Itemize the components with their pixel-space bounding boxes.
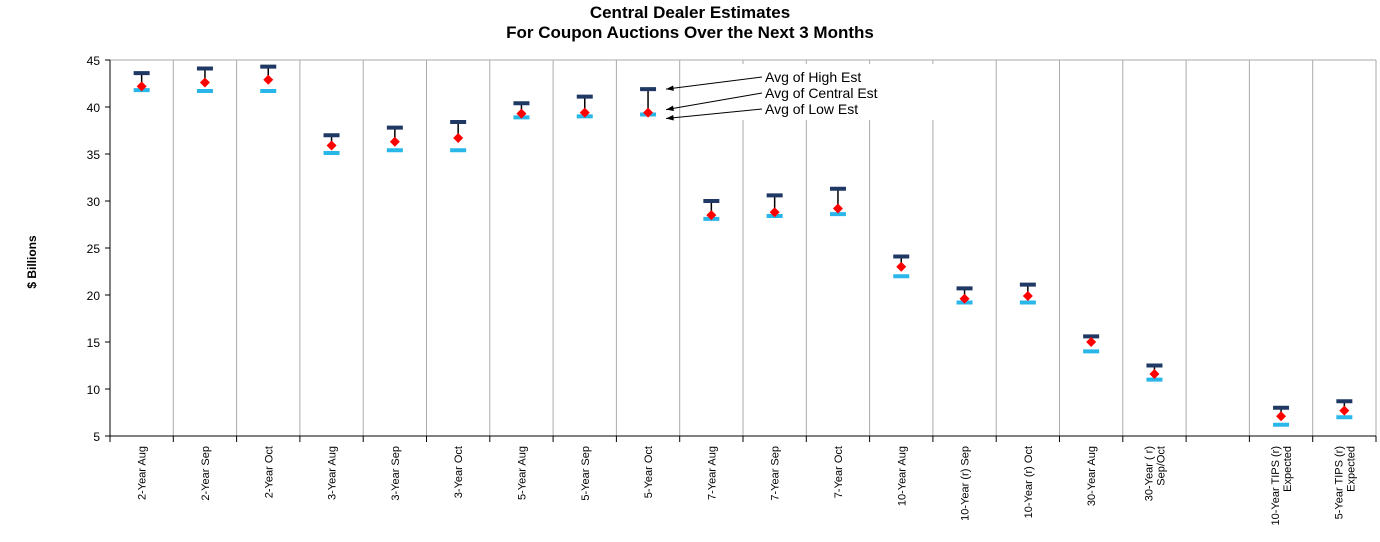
x-tick-label: 2-Year Aug <box>137 446 149 500</box>
y-tick-label: 45 <box>87 54 101 68</box>
chart-subtitle: For Coupon Auctions Over the Next 3 Mont… <box>506 23 874 42</box>
y-tick-label: 25 <box>87 242 101 256</box>
x-tick-label: 2-Year Sep <box>200 446 212 501</box>
x-tick-label: 7-Year Oct <box>833 446 845 498</box>
x-tick-label: 10-Year (r) Oct <box>1023 446 1035 518</box>
x-tick-label: 10-Year (r) Sep <box>960 446 972 521</box>
central-est-mark <box>1276 411 1287 422</box>
x-tick-label: 30-Year Aug <box>1086 446 1098 506</box>
annotation-arrow <box>665 76 763 90</box>
x-tick-label: 7-Year Aug <box>706 446 718 500</box>
x-tick-label: 10-Year Aug <box>896 446 908 506</box>
central-est-mark <box>1339 405 1350 416</box>
chart-title: Central Dealer Estimates <box>590 3 790 22</box>
central-est-mark <box>769 207 780 218</box>
y-axis-label: $ Billions <box>25 235 39 289</box>
central-est-mark <box>516 108 527 119</box>
x-tick-label: 5-Year TIPS (r)Expected <box>1333 446 1357 519</box>
annotation: Avg of High Est <box>765 69 861 85</box>
x-tick-label: 10-Year TIPS (r)Expected <box>1270 446 1294 525</box>
x-tick-label: 5-Year Aug <box>516 446 528 500</box>
annotation: Avg of Low Est <box>765 101 858 117</box>
y-tick-label: 10 <box>87 383 101 397</box>
central-est-mark <box>263 74 274 85</box>
central-est-mark <box>896 261 907 272</box>
annotation-box <box>690 64 970 120</box>
y-tick-label: 20 <box>87 289 101 303</box>
x-tick-label: 30-Year ( r)Sep/Oct <box>1143 446 1167 501</box>
x-tick-label: 3-Year Oct <box>453 446 465 498</box>
arrow-head <box>666 115 674 121</box>
central-est-mark <box>453 133 464 144</box>
central-est-mark <box>136 81 147 92</box>
central-est-mark <box>1022 290 1033 301</box>
annotation: Avg of Central Est <box>765 85 878 101</box>
central-est-mark <box>643 107 654 118</box>
arrow-head <box>666 85 674 91</box>
x-tick-label: 5-Year Sep <box>580 446 592 501</box>
central-est-mark <box>1149 368 1160 379</box>
y-tick-label: 5 <box>93 430 100 444</box>
central-est-mark <box>832 203 843 214</box>
central-est-mark <box>959 293 970 304</box>
y-tick-label: 30 <box>87 195 101 209</box>
x-tick-label: 3-Year Sep <box>390 446 402 501</box>
annotation-arrow <box>666 108 763 120</box>
central-est-mark <box>706 210 717 221</box>
x-tick-label: 2-Year Oct <box>263 446 275 498</box>
arrow-head <box>666 105 674 112</box>
central-est-mark <box>199 77 210 88</box>
y-tick-label: 15 <box>87 336 101 350</box>
x-tick-label: 3-Year Aug <box>327 446 339 500</box>
central-est-mark <box>579 107 590 118</box>
x-tick-label: 5-Year Oct <box>643 446 655 498</box>
annotation-arrow <box>665 92 763 111</box>
central-est-mark <box>389 136 400 147</box>
y-tick-label: 35 <box>87 148 101 162</box>
y-tick-label: 40 <box>87 101 101 115</box>
central-est-mark <box>326 140 337 151</box>
central-est-mark <box>1086 337 1097 347</box>
x-tick-label: 7-Year Sep <box>770 446 782 501</box>
